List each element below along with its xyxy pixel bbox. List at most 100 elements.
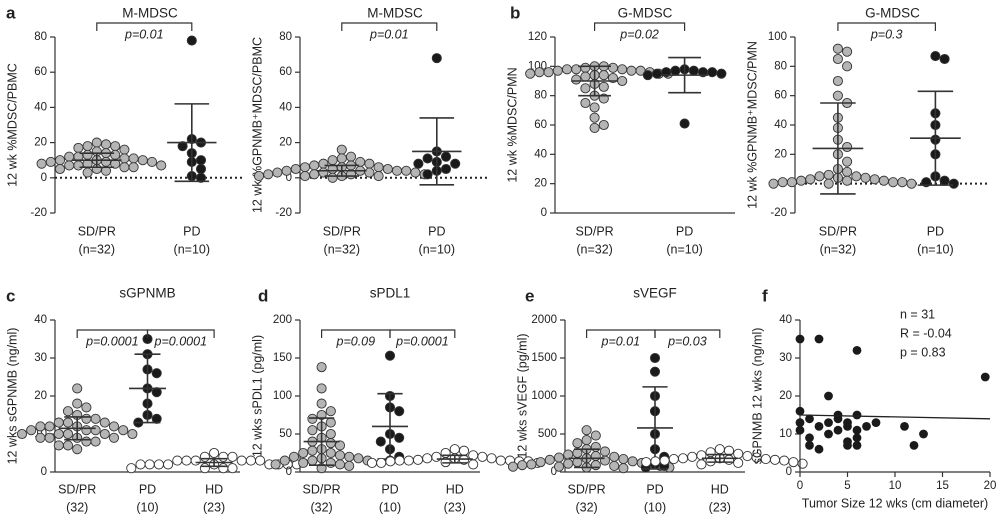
significance-bracket	[96, 22, 193, 31]
data-point	[318, 158, 329, 169]
category-note: (32)	[310, 500, 332, 514]
data-point	[186, 35, 197, 46]
data-point	[334, 440, 346, 451]
data-point	[144, 459, 155, 470]
data-point	[119, 153, 130, 164]
data-point	[517, 460, 528, 471]
data-point	[833, 425, 843, 435]
data-point	[779, 455, 790, 466]
data-point	[127, 428, 138, 440]
data-point	[814, 171, 825, 182]
data-point	[62, 406, 74, 417]
category-label: SD/PR	[78, 224, 116, 238]
data-point	[871, 418, 881, 427]
y-tick-label: 20	[279, 137, 292, 149]
data-point	[649, 366, 661, 377]
y-tick-label: 20	[34, 137, 47, 149]
data-point	[307, 425, 318, 436]
panel-letter: c	[6, 286, 15, 305]
data-point	[298, 447, 309, 459]
data-point	[146, 156, 158, 168]
data-point	[617, 75, 628, 87]
data-point	[376, 457, 387, 468]
data-point	[580, 97, 591, 109]
data-point	[842, 175, 853, 186]
data-point	[618, 454, 629, 465]
data-point	[486, 453, 497, 464]
data-point	[26, 425, 37, 436]
data-point	[843, 422, 852, 431]
data-point	[590, 430, 601, 441]
data-point	[327, 172, 338, 183]
category-label: PD	[183, 224, 200, 238]
data-point	[128, 162, 139, 173]
p-value: p=0.0001	[395, 334, 448, 348]
data-point	[581, 425, 592, 436]
category-label: HD	[446, 482, 464, 496]
y-tick-label: 100	[273, 390, 292, 402]
data-point	[394, 455, 405, 466]
data-point	[385, 456, 396, 467]
data-point	[535, 457, 546, 468]
data-point	[641, 457, 652, 468]
data-point	[842, 166, 853, 177]
data-point	[897, 177, 908, 188]
y-tick-label: 40	[34, 101, 47, 113]
x-tick-label: 10	[889, 480, 902, 492]
y-tick-label: 150	[273, 352, 292, 364]
data-point	[90, 413, 101, 424]
data-point	[16, 428, 28, 440]
y-axis-label: 12 wk %MDSC/PMN	[505, 67, 519, 182]
data-point	[281, 165, 292, 176]
data-point	[99, 428, 110, 440]
p-value: p=0.02	[619, 27, 659, 41]
category-note: (n=10)	[917, 242, 953, 256]
y-tick-label: 80	[279, 31, 292, 43]
data-point	[626, 65, 637, 76]
significance-bracket	[654, 329, 721, 338]
data-point	[563, 458, 574, 469]
data-point	[53, 417, 64, 428]
data-point	[805, 414, 814, 424]
data-point	[553, 461, 565, 472]
data-point	[768, 178, 779, 189]
data-point	[151, 368, 162, 379]
trend-line	[799, 414, 991, 420]
category-note: (23)	[444, 500, 466, 514]
data-point	[325, 457, 336, 468]
panel-letter: a	[6, 3, 16, 22]
y-tick-label: 80	[34, 31, 47, 43]
category-label: HD	[205, 482, 223, 496]
data-point	[842, 61, 853, 72]
data-point	[552, 65, 563, 76]
data-point	[659, 455, 670, 466]
data-point	[227, 463, 238, 474]
y-axis-label: 12 wk %GPNMB⁺MDSC/PMN	[745, 41, 759, 209]
y-axis-label: 12 wks sPDL1 (pg/ml)	[250, 335, 264, 457]
data-point	[777, 177, 788, 188]
category-label: PD	[428, 224, 445, 238]
stat-annotation: p = 0.83	[900, 345, 946, 359]
data-point	[440, 163, 452, 175]
data-point	[336, 153, 347, 164]
data-point	[126, 463, 137, 474]
data-point	[391, 165, 403, 176]
data-point	[980, 372, 990, 382]
data-point	[677, 453, 689, 464]
data-point	[35, 432, 46, 443]
data-point	[599, 455, 611, 466]
category-note: (32)	[575, 500, 597, 514]
data-point	[209, 447, 220, 459]
data-point	[571, 74, 582, 85]
data-point	[723, 454, 735, 465]
y-tick-label: 50	[279, 428, 292, 440]
data-point	[422, 153, 433, 164]
data-point	[526, 459, 537, 470]
p-value: p=0.3	[870, 27, 903, 41]
data-point	[364, 158, 375, 169]
data-point	[805, 433, 814, 443]
data-point	[299, 162, 311, 173]
data-point	[394, 406, 405, 417]
data-point	[44, 421, 55, 432]
data-point	[649, 352, 661, 364]
